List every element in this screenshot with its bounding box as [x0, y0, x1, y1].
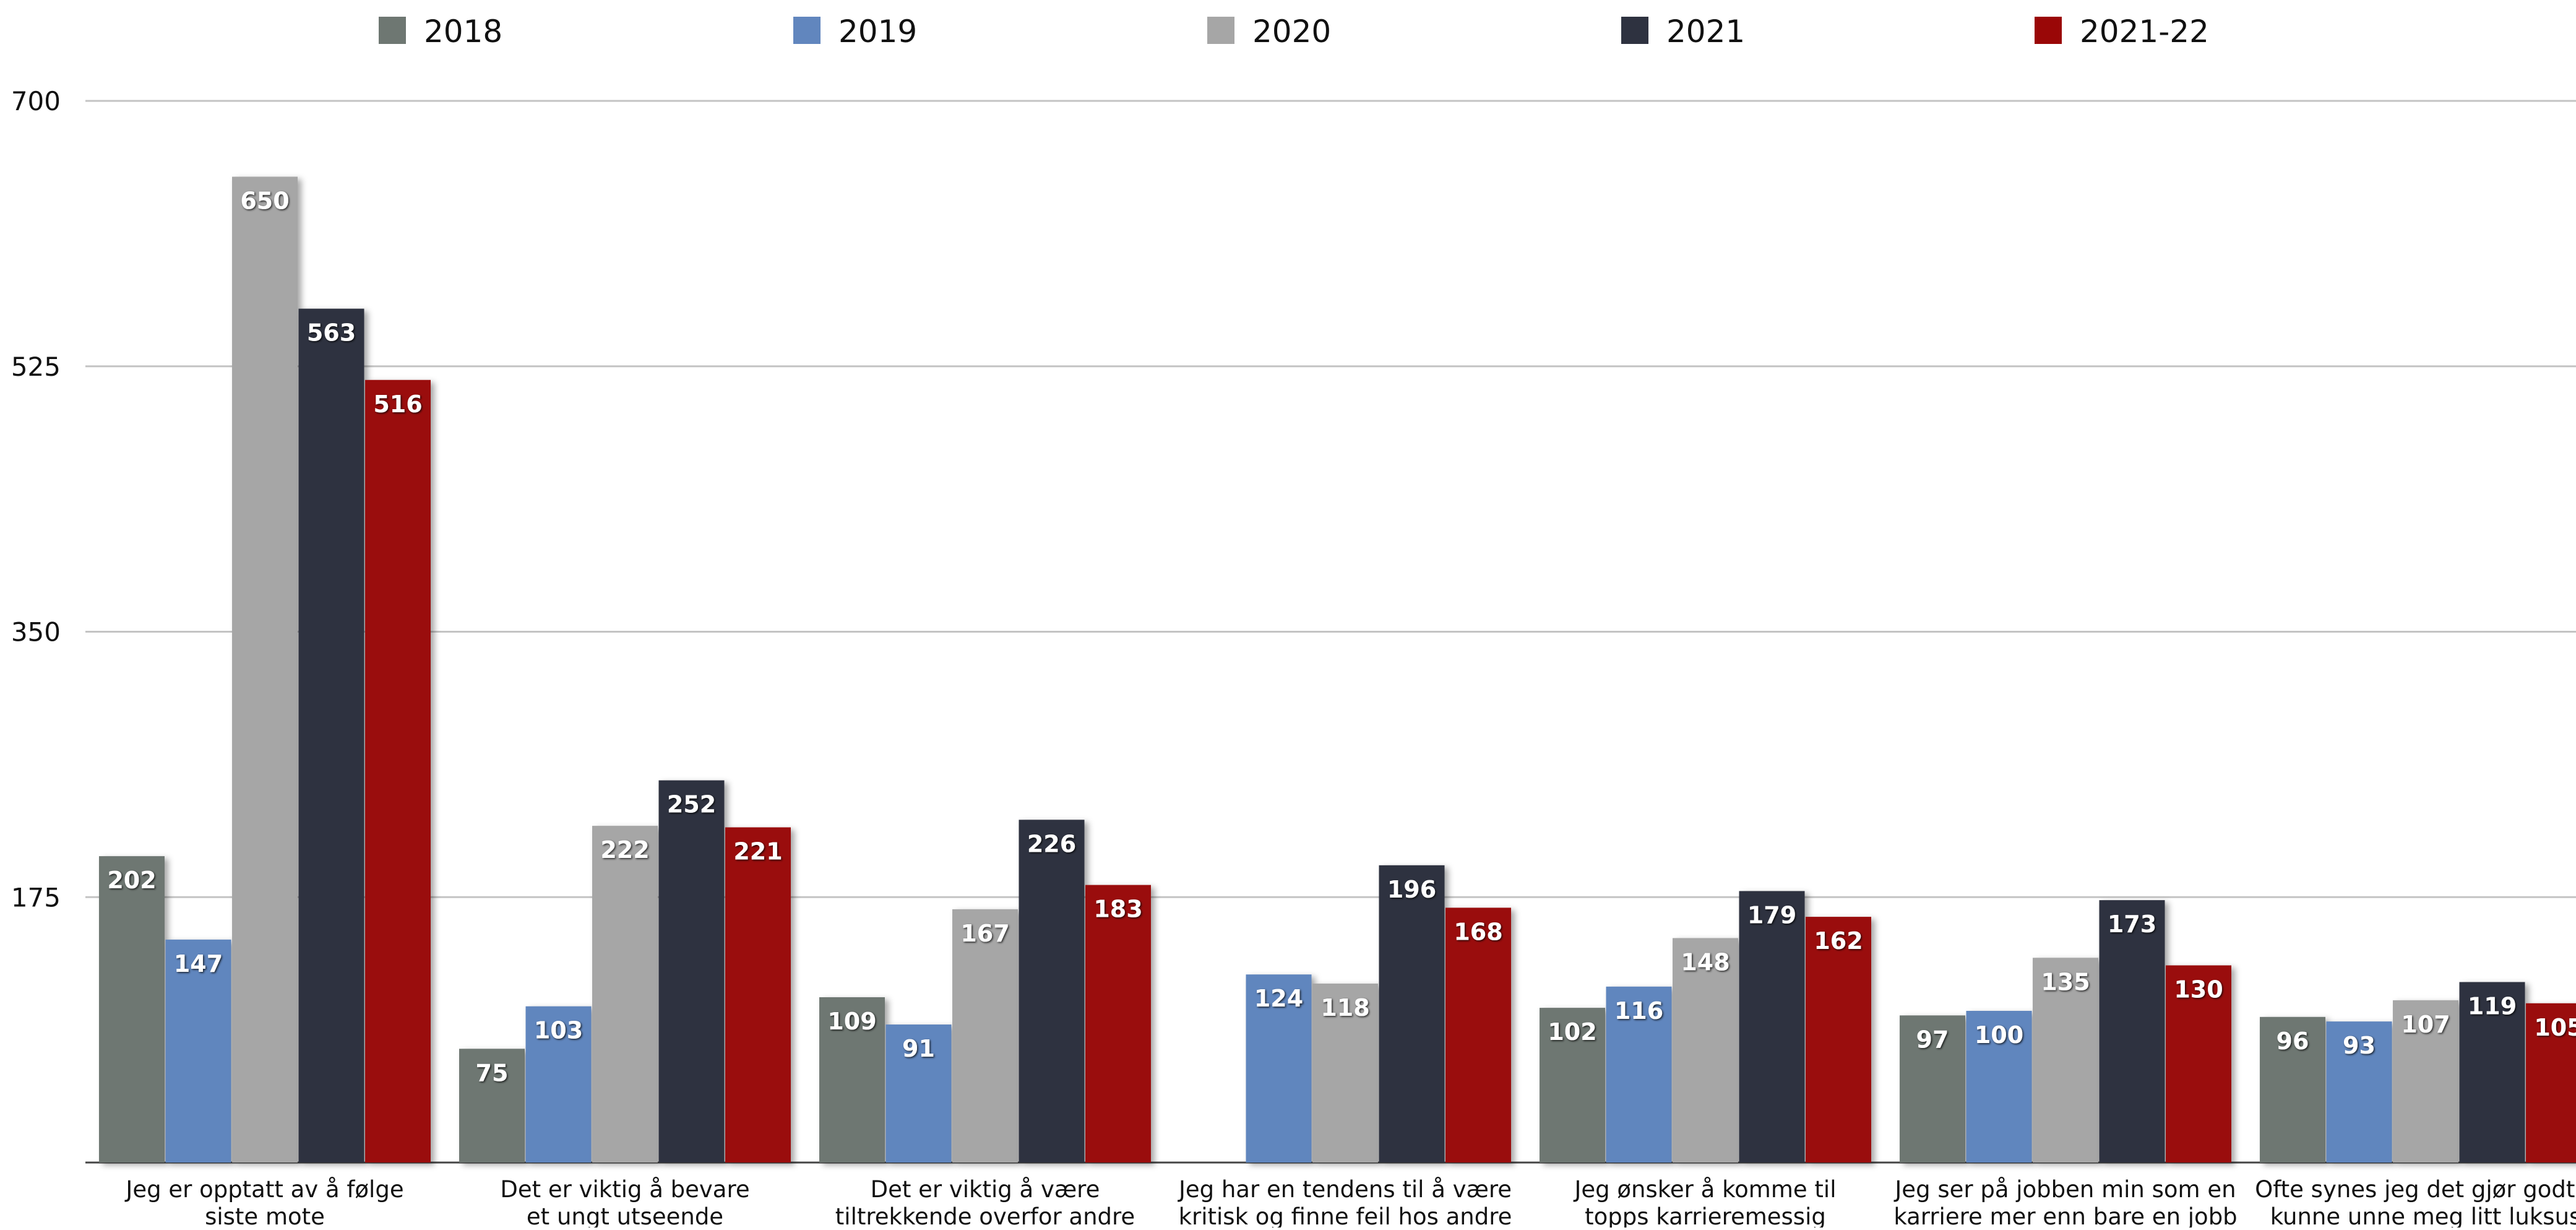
bar — [232, 176, 298, 1163]
data-label: 119 — [2468, 992, 2517, 1020]
data-label: 650 — [240, 188, 289, 215]
data-label: 130 — [2174, 976, 2223, 1003]
legend-swatch — [1207, 17, 1234, 44]
x-axis: Jeg er opptatt av å følge siste mote Det e… — [124, 1176, 2576, 1230]
bar — [1445, 907, 1511, 1163]
data-label: 93 — [2343, 1032, 2376, 1059]
legend: 2018 2019 2020 2021 2021-22 — [379, 14, 2209, 50]
x-category-label: Jeg ser på jobben min som en karriere mer… — [1893, 1176, 2237, 1228]
bar — [1806, 917, 1871, 1163]
data-label: 116 — [1614, 997, 1663, 1024]
legend-label: 2021 — [1666, 14, 1745, 50]
bar — [165, 939, 231, 1163]
legend-swatch — [793, 17, 821, 44]
data-label: 168 — [1454, 918, 1502, 945]
bar — [1739, 891, 1805, 1163]
bar — [1606, 986, 1672, 1163]
x-category-label: Jeg ønsker å komme til topps karrieremess… — [1574, 1176, 1837, 1228]
bar — [1673, 938, 1738, 1163]
x-category-label: Jeg har en tendens til å være kritisk og … — [1178, 1176, 1512, 1228]
bar — [1246, 974, 1312, 1163]
bar — [1019, 820, 1085, 1163]
data-label: 516 — [373, 391, 422, 418]
data-label: 97 — [1916, 1026, 1949, 1053]
bar — [2393, 1000, 2458, 1163]
data-label: 147 — [174, 950, 223, 977]
data-label: 563 — [307, 319, 356, 347]
bar — [592, 826, 658, 1163]
legend-label: 2019 — [838, 14, 917, 50]
data-label: 162 — [1814, 927, 1863, 955]
bar — [819, 997, 885, 1163]
bar — [2260, 1016, 2325, 1163]
data-label: 75 — [476, 1059, 509, 1086]
data-label: 91 — [902, 1035, 935, 1062]
bar — [658, 780, 725, 1163]
bar — [1540, 1008, 1605, 1163]
data-label: 105 — [2534, 1014, 2576, 1041]
data-label: 100 — [1975, 1021, 2023, 1049]
data-label: 102 — [1548, 1018, 1596, 1046]
data-label: 107 — [2401, 1011, 2450, 1038]
legend-label: 2020 — [1252, 14, 1331, 50]
legend-swatch — [2035, 17, 2062, 44]
bar — [1312, 983, 1378, 1163]
data-label: 196 — [1387, 876, 1436, 903]
data-labels: 202 75 109 102 97 96 147 103 91 124 116 100 93 650 222… — [107, 188, 2576, 1087]
y-tick-label: 525 — [11, 352, 61, 382]
y-tick-label: 175 — [11, 882, 61, 912]
y-tick-label: 350 — [11, 617, 61, 647]
bar — [2033, 958, 2098, 1163]
data-label: 124 — [1254, 985, 1303, 1012]
bar — [1379, 865, 1445, 1163]
data-label: 167 — [960, 920, 1009, 947]
y-axis: 700 525 350 175 — [11, 86, 61, 912]
data-label: 135 — [2041, 968, 2090, 995]
data-label: 96 — [2277, 1028, 2309, 1055]
bar — [459, 1049, 525, 1163]
data-label: 173 — [2108, 911, 2156, 938]
bar — [1900, 1015, 1965, 1163]
bar — [2459, 982, 2525, 1163]
data-label: 118 — [1320, 994, 1369, 1021]
bar — [365, 379, 431, 1163]
x-category-label: Jeg er opptatt av å følge siste mote — [124, 1176, 403, 1228]
bar — [99, 856, 165, 1163]
data-label: 252 — [667, 791, 716, 818]
bar — [2526, 1003, 2576, 1163]
legend-label: 2018 — [424, 14, 502, 50]
data-label: 109 — [827, 1008, 876, 1035]
bar — [952, 909, 1018, 1163]
data-label: 103 — [534, 1017, 583, 1044]
legend-swatch — [1621, 17, 1648, 44]
x-category-label: Det er viktig å være tiltrekkende overfor… — [835, 1176, 1135, 1228]
bars — [99, 176, 2576, 1163]
x-category-label: Det er viktig å bevare et ungt utseende — [500, 1176, 749, 1228]
data-label: 183 — [1093, 896, 1142, 923]
bar — [525, 1006, 592, 1163]
bar — [2166, 965, 2231, 1163]
bar — [2099, 900, 2165, 1163]
bar — [725, 827, 791, 1163]
data-label: 148 — [1681, 948, 1730, 976]
bar — [885, 1024, 952, 1163]
bar — [1085, 885, 1151, 1163]
bar — [2326, 1021, 2392, 1163]
legend-label: 2021-22 — [2080, 14, 2209, 50]
x-category-label: Ofte synes jeg det gjør godt å kunne unne… — [2255, 1176, 2576, 1228]
data-label: 202 — [107, 867, 156, 894]
y-tick-label: 700 — [11, 86, 61, 116]
legend-swatch — [379, 17, 406, 44]
bar — [298, 308, 364, 1163]
bar — [1966, 1011, 2032, 1163]
data-label: 226 — [1027, 830, 1076, 857]
data-label: 222 — [600, 836, 649, 864]
data-label: 179 — [1747, 901, 1796, 929]
data-label: 221 — [733, 838, 782, 865]
